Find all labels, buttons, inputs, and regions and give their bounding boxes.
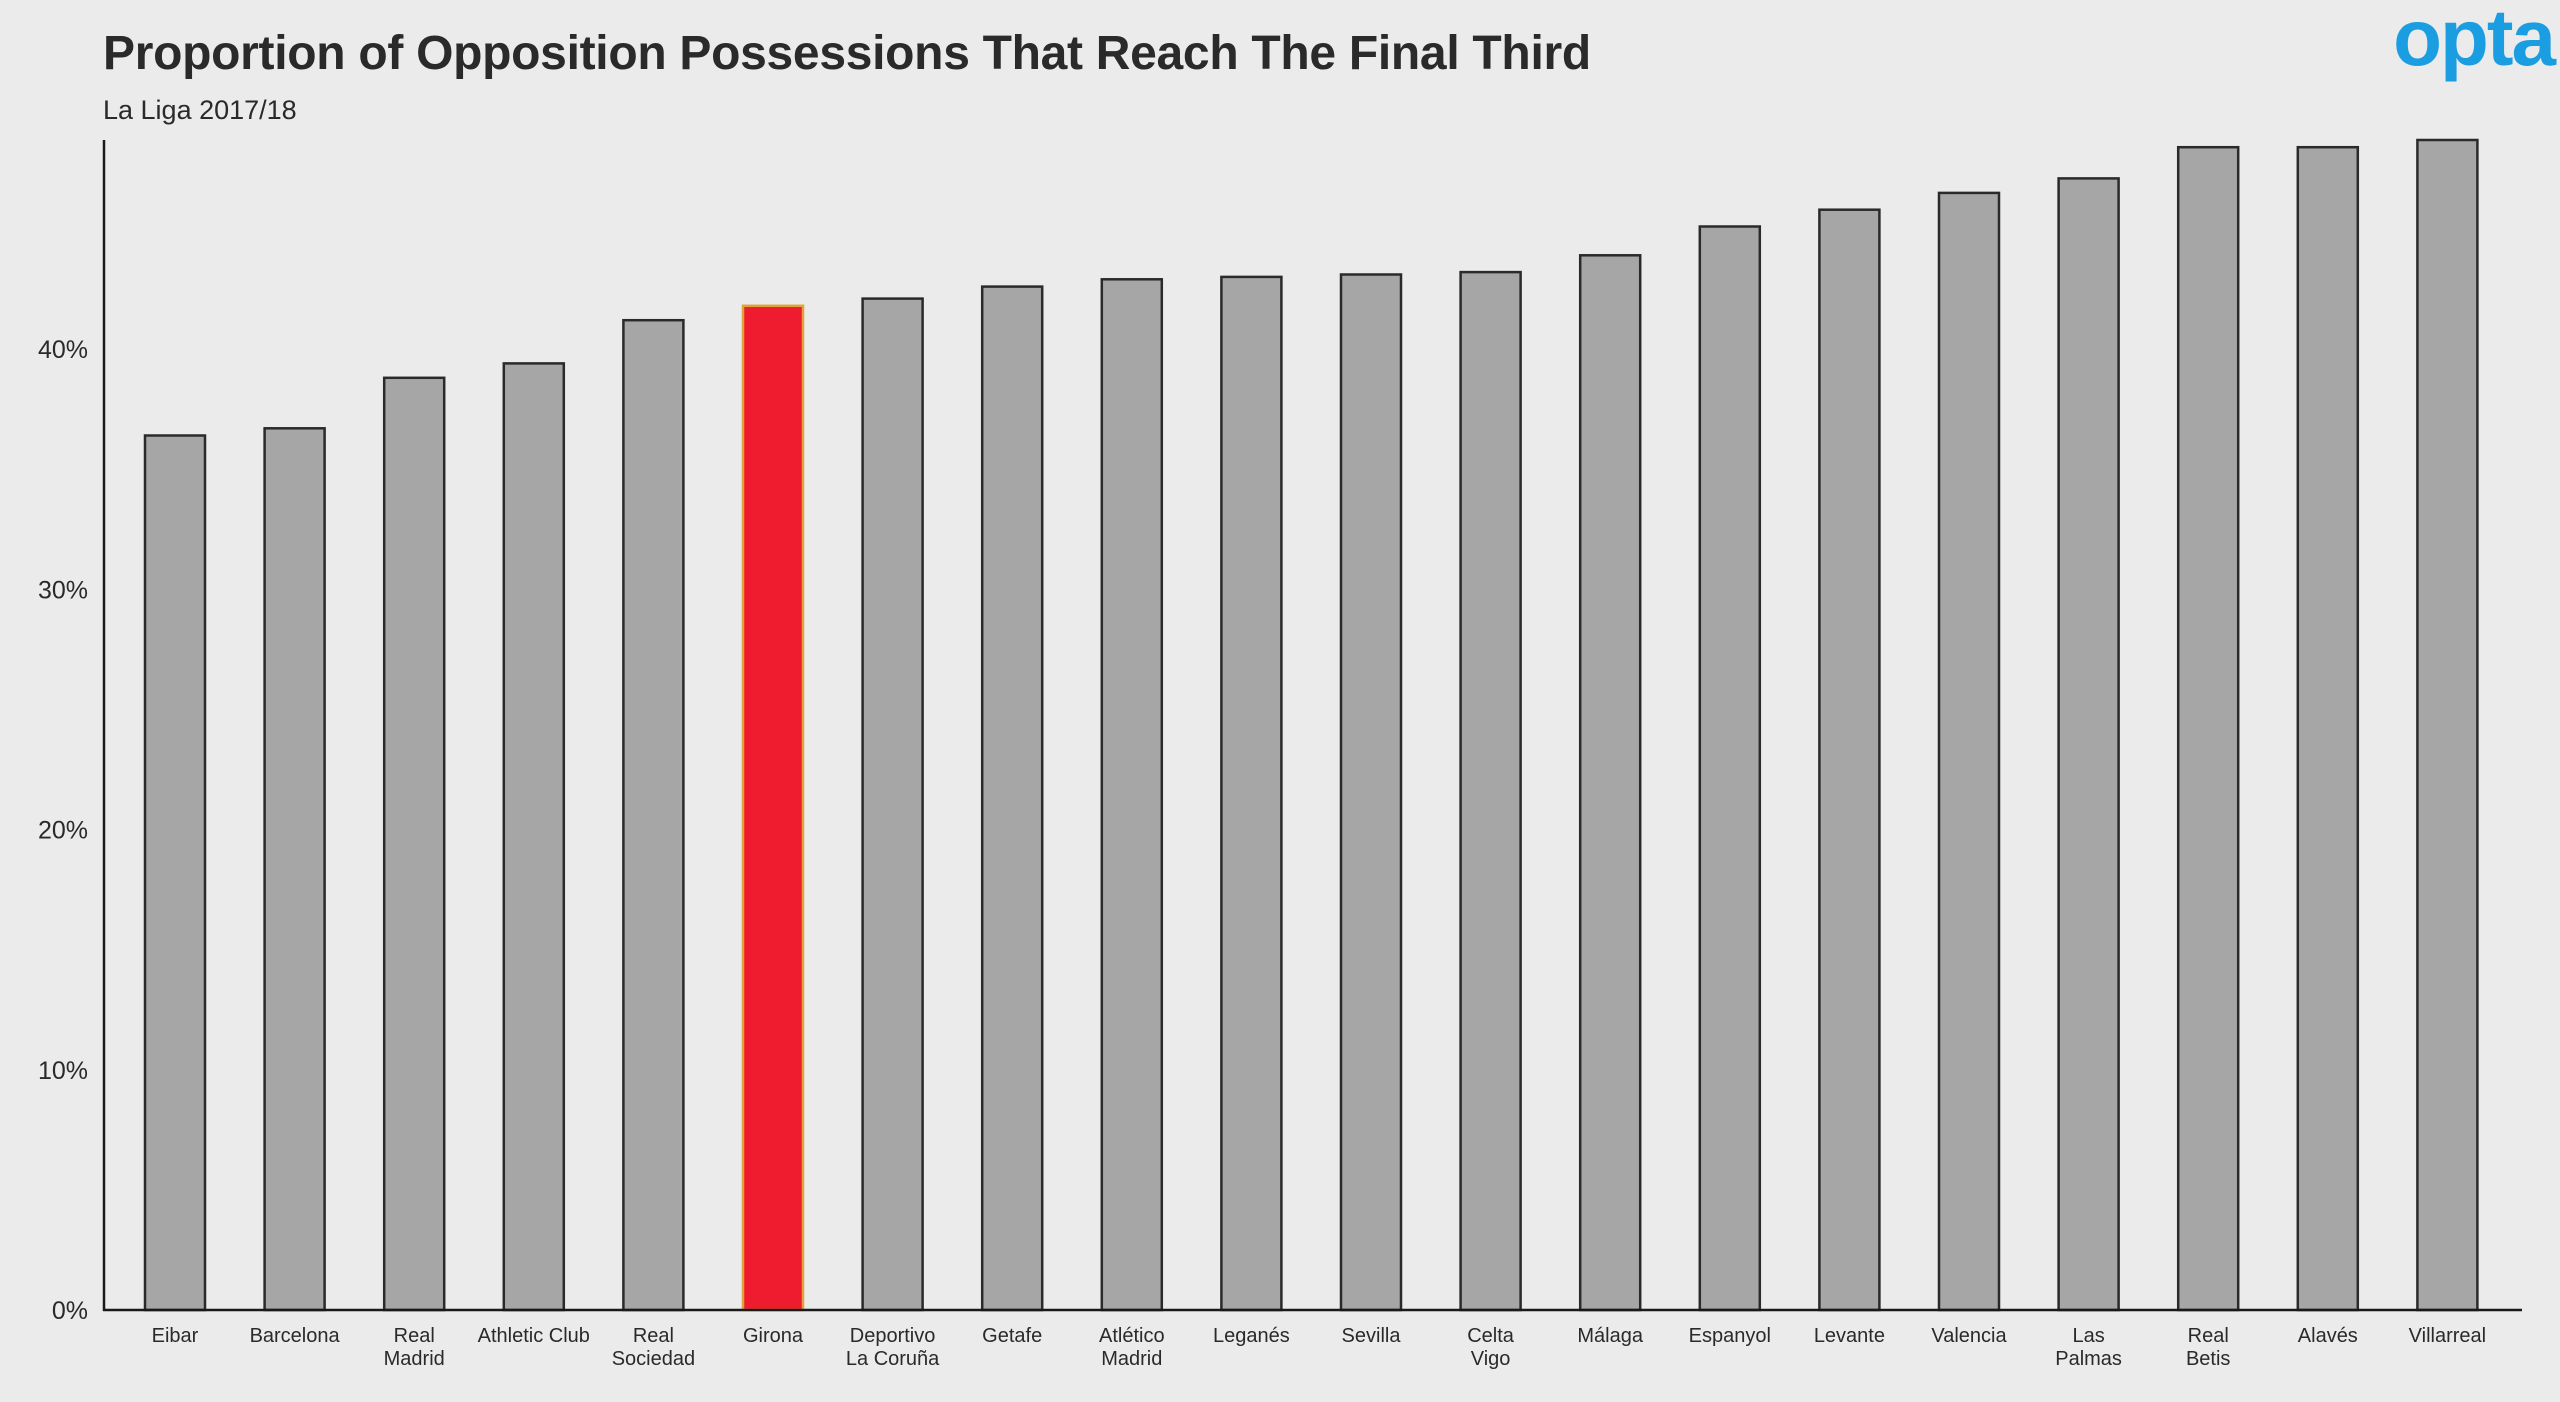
x-tick-label: Athletic Club	[478, 1325, 590, 1347]
x-tick-label: Barcelona	[250, 1325, 341, 1347]
bars-group	[143, 138, 2479, 1312]
x-tick-label: Deportivo	[850, 1325, 936, 1347]
bar-real-madrid	[382, 376, 446, 1312]
y-tick-label: 0%	[52, 1297, 88, 1325]
bar-villarreal	[2416, 138, 2479, 1312]
x-tick-label: Leganés	[1213, 1325, 1290, 1347]
y-tick-label: 30%	[38, 576, 88, 604]
x-tick-label: Alavés	[2298, 1325, 2358, 1347]
y-tick-label: 40%	[38, 336, 88, 364]
bar-leganés	[1220, 275, 1283, 1312]
bar-athletic club	[502, 362, 566, 1312]
bar-valencia	[1937, 191, 2001, 1312]
x-tick-label: Espanyol	[1689, 1325, 1771, 1347]
bar-levante	[1818, 208, 1881, 1312]
bar-alavés	[2296, 145, 2360, 1312]
y-tick-label: 20%	[38, 817, 88, 845]
x-tick-label: Real	[2188, 1325, 2229, 1347]
x-tick-label: Madrid	[1101, 1348, 1162, 1370]
x-tick-label: Málaga	[1577, 1325, 1643, 1347]
x-tick-label: La Coruña	[846, 1348, 940, 1370]
x-tick-label: Sevilla	[1342, 1325, 1402, 1347]
x-tick-label: Celta	[1467, 1325, 1515, 1347]
x-tick-label: Eibar	[152, 1325, 199, 1347]
x-tick-label: Levante	[1814, 1325, 1885, 1347]
bar-real-sociedad	[622, 318, 685, 1312]
bar-espanyol	[1698, 225, 1762, 1312]
bar-eibar	[143, 434, 207, 1312]
x-tick-label: Valencia	[1931, 1325, 2007, 1347]
y-tick-label: 10%	[38, 1057, 88, 1085]
x-tick-label: Girona	[743, 1325, 804, 1347]
axes-group	[102, 140, 2522, 1312]
x-tick-label: Madrid	[384, 1348, 445, 1370]
bar-sevilla	[1339, 273, 1403, 1312]
x-tick-label: Villarreal	[2409, 1325, 2486, 1347]
x-tick-label: Real	[394, 1325, 435, 1347]
x-tick-label: Palmas	[2055, 1348, 2122, 1370]
chart-subtitle: La Liga 2017/18	[103, 95, 297, 125]
x-tick-label: Atlético	[1099, 1325, 1165, 1347]
x-tick-label: Betis	[2186, 1348, 2230, 1370]
x-tick-label: Las	[2072, 1325, 2104, 1347]
bar-getafe	[980, 285, 1044, 1312]
bar-girona	[741, 304, 805, 1312]
bar-atlético-madrid	[1100, 278, 1164, 1312]
chart-title: Proportion of Opposition Possessions Tha…	[103, 27, 1591, 80]
bar-deportivo-la coruña	[861, 297, 924, 1312]
opta-logo: opta	[2393, 0, 2556, 82]
bar-las-palmas	[2057, 177, 2120, 1312]
bar-barcelona	[263, 427, 326, 1312]
bar-real-betis	[2176, 145, 2240, 1312]
x-tick-label: Getafe	[982, 1325, 1042, 1347]
bar-málaga	[1578, 254, 1642, 1312]
x-tick-label: Sociedad	[612, 1348, 695, 1370]
y-tick-labels: 0% 10% 20% 30% 40%	[38, 336, 88, 1325]
x-tick-label: Real	[633, 1325, 674, 1347]
x-tick-label: Vigo	[1471, 1348, 1511, 1370]
bar-celta-vigo	[1459, 270, 1522, 1312]
